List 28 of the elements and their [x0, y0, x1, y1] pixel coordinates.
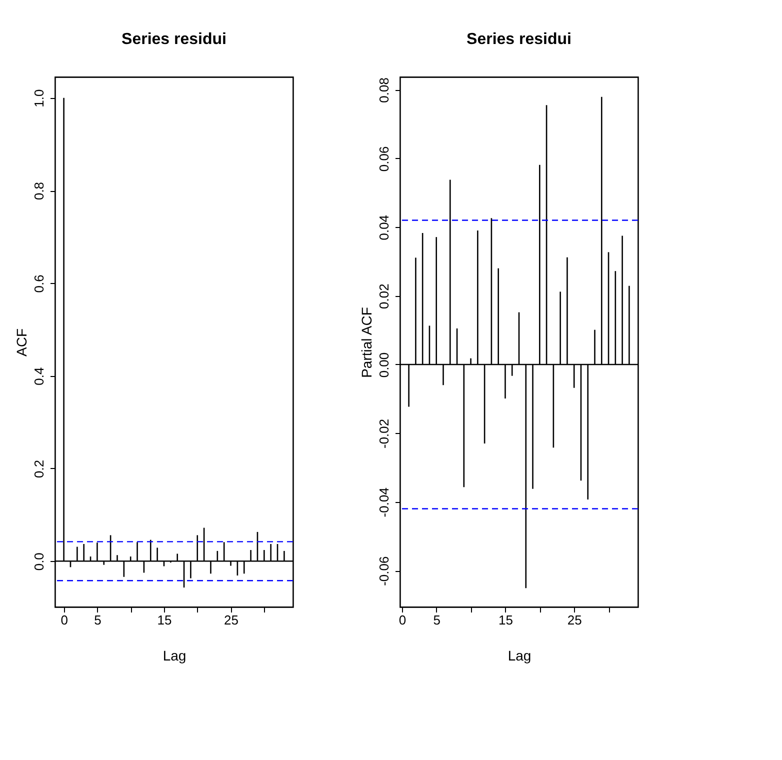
x-axis-title: Lag — [162, 648, 186, 664]
y-tick-label: 0.0 — [32, 552, 46, 571]
y-axis-title: Partial ACF — [358, 307, 374, 378]
x-tick-label: 0 — [398, 612, 406, 628]
x-axis-title: Lag — [508, 648, 532, 664]
y-tick-label: -0.06 — [376, 556, 392, 586]
x-tick-label: 25 — [567, 612, 582, 628]
y-tick-label: 0.4 — [32, 367, 46, 386]
y-tick-label: 0.2 — [32, 460, 46, 478]
y-tick-label: 0.8 — [32, 182, 46, 200]
chart-title: Series residui — [122, 31, 226, 48]
y-tick-label: 0.08 — [376, 78, 392, 103]
chart-title: Series residui — [466, 31, 572, 48]
y-tick-label: 0.04 — [376, 214, 392, 240]
y-tick-label: -0.04 — [376, 488, 392, 518]
y-tick-label: 0.06 — [376, 146, 392, 172]
x-tick-label: 0 — [60, 612, 68, 628]
x-tick-label: 5 — [94, 612, 102, 628]
y-tick-label: 0.02 — [376, 284, 392, 309]
x-tick-label: 15 — [498, 612, 513, 628]
x-tick-label: 25 — [224, 612, 238, 628]
y-tick-label: 0.00 — [376, 352, 392, 378]
y-tick-label: 1.0 — [32, 89, 46, 108]
x-tick-label: 5 — [433, 612, 440, 628]
x-tick-label: 15 — [157, 612, 172, 628]
y-tick-label: 0.6 — [32, 274, 46, 293]
y-axis-title: ACF — [14, 328, 30, 356]
y-tick-label: -0.02 — [376, 418, 392, 449]
